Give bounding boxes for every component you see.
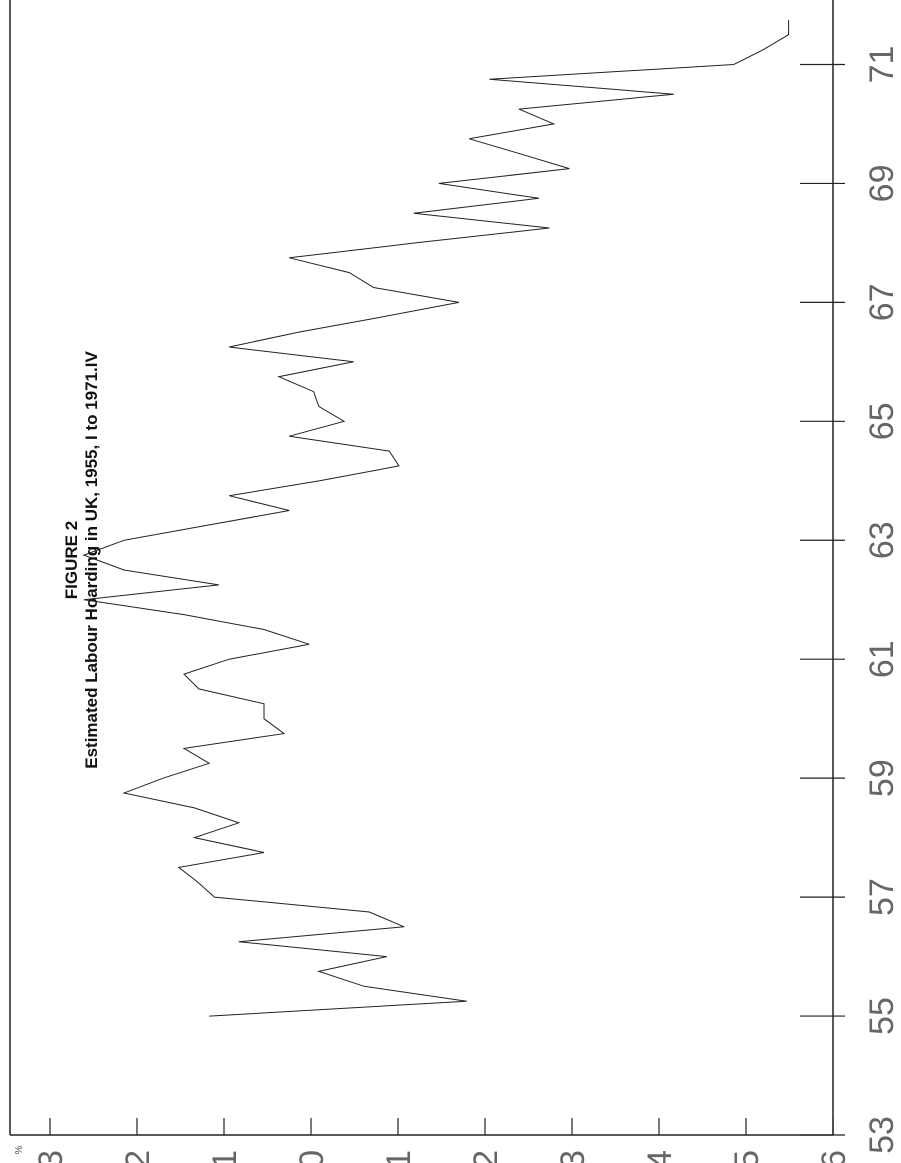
x-tick-label: 55 xyxy=(863,997,901,1035)
chart-title: FIGURE 2 xyxy=(62,521,81,599)
y-tick-label: 0 xyxy=(293,1150,331,1163)
y-tick-label: 2 xyxy=(119,1150,157,1163)
x-tick-label: 71 xyxy=(863,46,901,84)
y-tick-label: −4 xyxy=(641,1150,679,1163)
x-tick-label: 61 xyxy=(863,640,901,678)
data-line xyxy=(82,19,790,1017)
x-tick-label: 63 xyxy=(863,521,901,559)
y-tick-label: −3 xyxy=(554,1150,592,1163)
x-tick-label: 65 xyxy=(863,402,901,440)
x-tick-label: 59 xyxy=(863,759,901,797)
chart-subtitle: Estimated Labour Hoarding in UK, 1955, I… xyxy=(82,351,101,769)
y-tick-label: 1 xyxy=(206,1150,244,1163)
x-tick-label: 67 xyxy=(863,283,901,321)
y-tick-label: 3 xyxy=(32,1150,70,1163)
x-tick-label: 69 xyxy=(863,165,901,203)
y-unit: % xyxy=(14,1145,25,1154)
y-tick-label: −2 xyxy=(467,1150,505,1163)
y-tick-label: −1 xyxy=(380,1150,418,1163)
y-tick-label: −6 xyxy=(815,1150,853,1163)
x-tick-label: 57 xyxy=(863,878,901,916)
x-tick-label: 53 xyxy=(863,1116,901,1154)
y-tick-label: −5 xyxy=(728,1150,766,1163)
